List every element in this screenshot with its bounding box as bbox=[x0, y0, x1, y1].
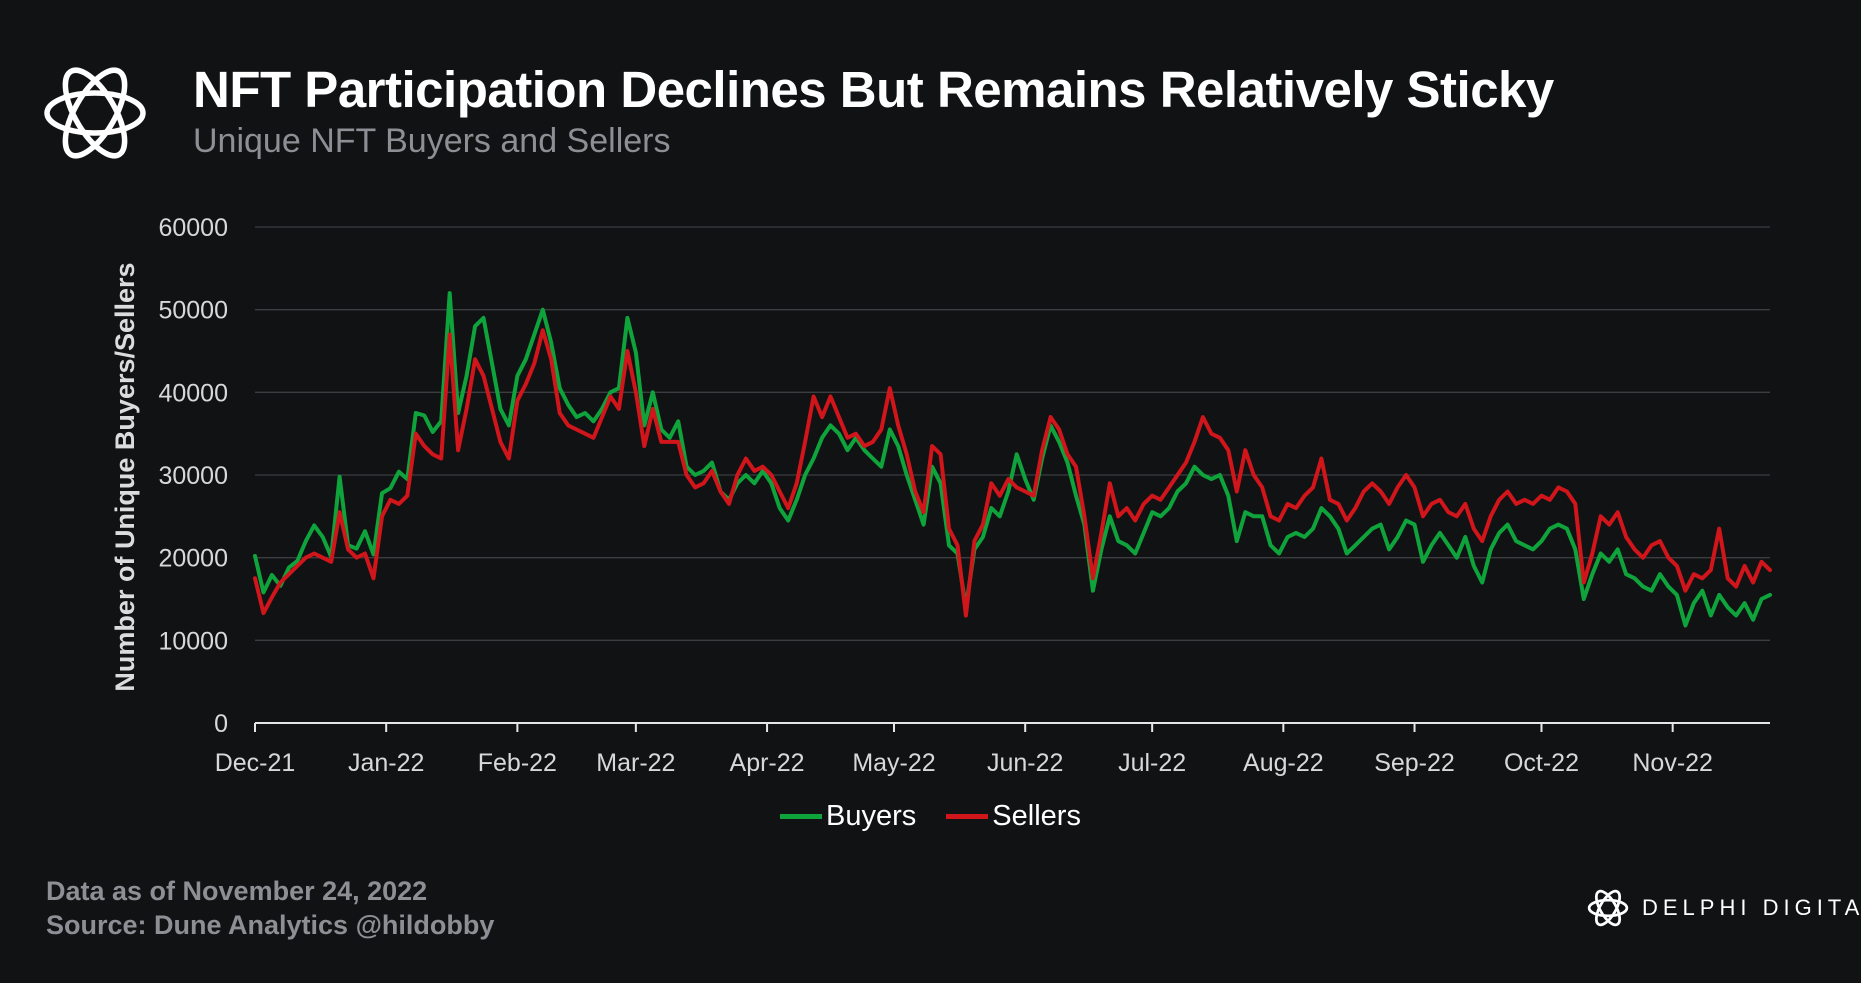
y-tick-label: 30000 bbox=[158, 462, 228, 490]
y-tick-label: 20000 bbox=[158, 545, 228, 573]
data-date-note: Data as of November 24, 2022 bbox=[46, 876, 428, 906]
legend-label-buyers: Buyers bbox=[826, 800, 917, 832]
legend: Buyers Sellers bbox=[0, 800, 1861, 833]
legend-item-buyers: Buyers bbox=[780, 800, 916, 833]
series-line-sellers bbox=[253, 328, 1772, 618]
chart-subtitle: Unique NFT Buyers and Sellers bbox=[193, 122, 671, 160]
x-tick-label: Apr-22 bbox=[730, 749, 805, 777]
source-note: Source: Dune Analytics @hildobby bbox=[46, 910, 495, 940]
grid-lines bbox=[255, 226, 1770, 641]
x-tick-label: Jul-22 bbox=[1118, 749, 1186, 777]
x-tick-label: Sep-22 bbox=[1374, 749, 1455, 777]
x-tick-label: Mar-22 bbox=[596, 749, 675, 777]
y-axis-label: Number of Unique Buyers/Sellers bbox=[110, 262, 140, 691]
delphi-knot-icon bbox=[1587, 889, 1629, 927]
x-tick-label: Dec-21 bbox=[215, 749, 296, 777]
legend-swatch-buyers bbox=[780, 814, 823, 819]
brand-name: DELPHI DIGITAL bbox=[1642, 895, 1861, 920]
x-tick-label: Oct-22 bbox=[1504, 749, 1579, 777]
x-tick-label: May-22 bbox=[852, 749, 935, 777]
x-tick-label: Nov-22 bbox=[1632, 749, 1713, 777]
legend-item-sellers: Sellers bbox=[946, 800, 1081, 833]
y-tick-label: 60000 bbox=[158, 214, 228, 242]
y-tick-label: 0 bbox=[214, 710, 228, 738]
y-tick-label: 40000 bbox=[158, 379, 228, 407]
axes: 0 10000 20000 30000 40000 50000 60000 Dec-21 Jan… bbox=[158, 214, 1770, 777]
chart-title: NFT Participation Declines But Remains R… bbox=[193, 61, 1554, 118]
x-tick-label: Jan-22 bbox=[348, 749, 424, 777]
legend-swatch-sellers bbox=[946, 814, 989, 819]
x-tick-label: Feb-22 bbox=[478, 749, 557, 777]
y-tick-label: 10000 bbox=[158, 627, 228, 655]
legend-label-sellers: Sellers bbox=[992, 800, 1081, 832]
brand-logo: DELPHI DIGITAL bbox=[1584, 884, 1861, 932]
series-lines bbox=[253, 291, 1772, 628]
delphi-knot-icon bbox=[44, 67, 146, 159]
y-tick-label: 50000 bbox=[158, 297, 228, 325]
x-tick-label: Aug-22 bbox=[1243, 749, 1324, 777]
x-tick-label: Jun-22 bbox=[987, 749, 1063, 777]
series-line-buyers bbox=[253, 291, 1772, 628]
